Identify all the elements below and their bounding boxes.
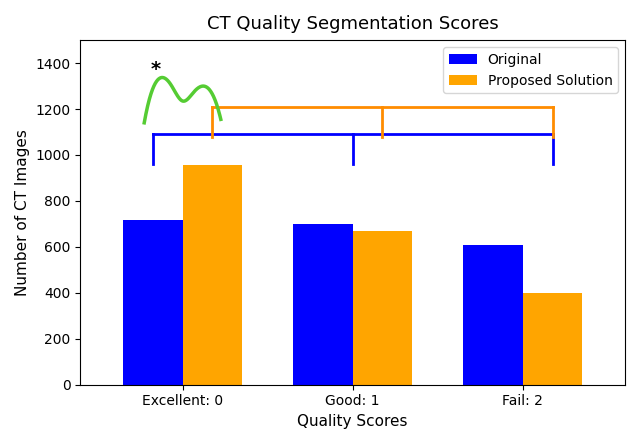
Bar — [123, 221, 182, 385]
Bar — [182, 165, 242, 385]
Bar — [293, 224, 353, 385]
X-axis label: Quality Scores: Quality Scores — [298, 414, 408, 429]
Text: *: * — [150, 60, 161, 79]
Title: CT Quality Segmentation Scores: CT Quality Segmentation Scores — [207, 15, 499, 33]
Bar — [353, 231, 412, 385]
Bar — [463, 245, 523, 385]
Bar — [523, 293, 582, 385]
Legend: Original, Proposed Solution: Original, Proposed Solution — [443, 47, 618, 93]
Y-axis label: Number of CT Images: Number of CT Images — [15, 129, 30, 296]
